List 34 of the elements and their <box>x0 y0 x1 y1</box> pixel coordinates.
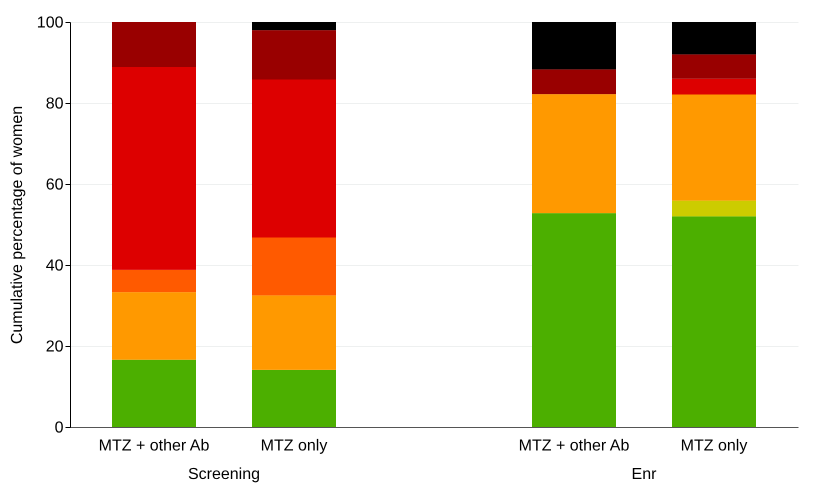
x-tick-label: MTZ + other Ab <box>98 438 210 454</box>
bar <box>112 292 196 360</box>
bar <box>252 370 336 427</box>
bar <box>252 22 336 30</box>
y-axis-title: Cumulative percentage of women <box>8 106 26 344</box>
y-tick-label: 40 <box>46 258 64 274</box>
bar <box>532 22 616 70</box>
bar <box>252 80 336 238</box>
bar <box>672 78 756 94</box>
bar <box>672 200 756 216</box>
bar <box>112 360 196 427</box>
bar <box>532 69 616 94</box>
y-tick-label: 100 <box>36 14 64 32</box>
bar <box>672 216 756 427</box>
bar <box>112 270 196 292</box>
bar <box>252 30 336 80</box>
y-tick-label: 80 <box>46 96 64 112</box>
bar <box>672 94 756 201</box>
bar <box>532 213 616 427</box>
bar <box>112 22 196 67</box>
text: Enr <box>632 466 658 483</box>
bar <box>672 22 756 54</box>
y-tick-label: 60 <box>46 176 64 194</box>
bar <box>532 94 616 214</box>
text: Screening <box>188 466 260 483</box>
bar <box>112 66 196 270</box>
bar <box>252 295 336 370</box>
x-tick-label: MTZ only <box>680 438 748 454</box>
y-tick-label: 20 <box>46 338 64 356</box>
x-tick-label: MTZ + other Ab <box>518 438 630 454</box>
bar <box>672 54 756 79</box>
bar <box>252 237 336 296</box>
x-tick-label: MTZ only <box>260 438 328 454</box>
y-tick-label: 0 <box>54 420 64 436</box>
